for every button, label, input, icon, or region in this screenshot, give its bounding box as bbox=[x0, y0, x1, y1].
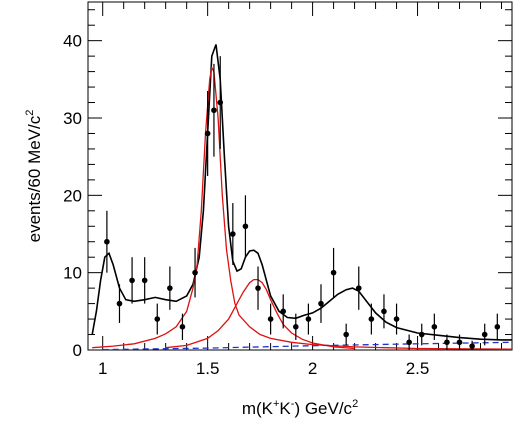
y-tick-label: 10 bbox=[63, 264, 82, 283]
y-axis-title-part: 2 bbox=[24, 110, 36, 116]
data-point bbox=[431, 324, 438, 330]
total_fit-curve bbox=[91, 44, 512, 341]
data-point bbox=[255, 285, 261, 291]
data-point bbox=[116, 300, 123, 307]
x-tick-label: 2 bbox=[308, 359, 317, 378]
data-point bbox=[293, 324, 299, 330]
y-axis-title-part: events/60 MeV/c bbox=[25, 115, 44, 242]
data-point bbox=[129, 277, 135, 284]
data-point bbox=[481, 331, 488, 338]
data-point bbox=[456, 339, 463, 346]
fit-curves bbox=[91, 44, 513, 351]
x-tick-label: 1.5 bbox=[196, 359, 220, 378]
x-axis-title: m(K+K-) GeV/c2 bbox=[242, 398, 358, 418]
x-axis-title-part: m(K bbox=[242, 399, 274, 418]
data-point bbox=[494, 324, 501, 330]
data-point bbox=[318, 300, 324, 307]
data-point bbox=[141, 277, 148, 284]
y-axis-title: events/60 MeV/c2 bbox=[24, 110, 44, 243]
data-point bbox=[217, 99, 224, 106]
data-point bbox=[179, 324, 186, 330]
y-tick-label: 40 bbox=[63, 32, 82, 51]
data-point bbox=[211, 107, 217, 114]
x-tick-label: 2.5 bbox=[406, 359, 430, 378]
y-tick-label: 20 bbox=[63, 186, 82, 205]
data-point bbox=[280, 308, 287, 315]
data-point bbox=[267, 316, 274, 322]
data-point bbox=[381, 308, 387, 315]
data-point bbox=[368, 316, 375, 322]
data-point bbox=[343, 331, 349, 338]
data-point bbox=[154, 316, 161, 322]
x-axis-title-part: K bbox=[279, 399, 291, 418]
data-point bbox=[192, 269, 198, 276]
data-point bbox=[305, 316, 312, 322]
data-point bbox=[355, 285, 362, 291]
data-points bbox=[104, 56, 501, 350]
data-point bbox=[444, 339, 450, 346]
component-curve bbox=[92, 65, 513, 350]
axes bbox=[87, 1, 513, 351]
data-point bbox=[330, 269, 337, 276]
y-tick-label: 30 bbox=[63, 109, 82, 128]
x-axis-title-part: - bbox=[291, 398, 295, 410]
component-curve bbox=[165, 278, 355, 350]
data-point bbox=[406, 339, 412, 346]
data-point bbox=[204, 130, 211, 137]
y-tick-label: 0 bbox=[73, 341, 82, 360]
data-point bbox=[418, 331, 425, 338]
data-point bbox=[469, 343, 475, 349]
plot-frame bbox=[87, 1, 513, 351]
x-axis-title-part: + bbox=[273, 398, 279, 410]
x-axis-title-part: 2 bbox=[352, 398, 358, 410]
x-tick-label: 1 bbox=[98, 359, 107, 378]
data-point bbox=[230, 231, 236, 237]
data-point bbox=[242, 223, 249, 230]
x-axis-title-part: ) GeV/c bbox=[294, 399, 352, 418]
data-point bbox=[167, 285, 173, 291]
data-point bbox=[393, 316, 400, 322]
data-point bbox=[104, 238, 110, 245]
